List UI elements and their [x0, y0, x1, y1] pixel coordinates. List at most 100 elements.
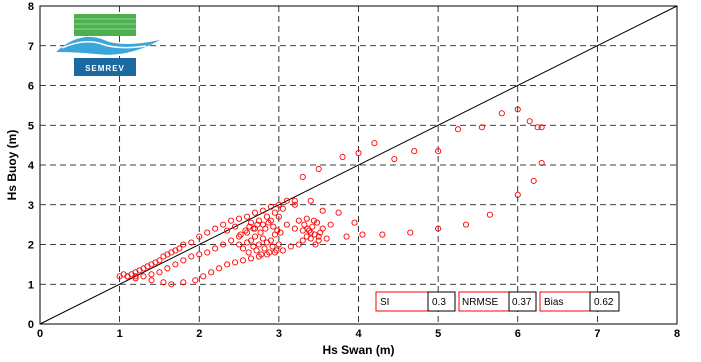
x-tick-label: 7: [594, 328, 600, 340]
data-point: [168, 281, 175, 288]
data-point: [339, 153, 346, 161]
data-point: [254, 221, 261, 228]
stat-nrmse-label: NRMSE: [462, 297, 498, 308]
y-tick-label: 1: [28, 279, 34, 291]
data-point: [303, 215, 310, 222]
data-point: [258, 251, 265, 258]
data-point: [259, 207, 267, 214]
data-point: [262, 225, 269, 232]
data-point: [291, 201, 298, 208]
data-point: [156, 257, 163, 264]
y-tick-label: 5: [28, 120, 34, 132]
data-point: [270, 223, 277, 230]
plot-frame: [39, 5, 678, 325]
data-point: [156, 269, 163, 276]
data-point: [251, 233, 259, 240]
data-point: [180, 279, 187, 286]
data-point: [239, 257, 247, 264]
data-point: [172, 261, 179, 268]
data-point: [435, 225, 442, 232]
data-point: [261, 245, 268, 252]
data-point: [160, 279, 167, 286]
stat-bias-label: Bias: [544, 297, 563, 308]
data-point: [283, 197, 290, 204]
data-point: [538, 159, 545, 167]
y-tick-label: 2: [28, 240, 34, 252]
data-point: [343, 233, 350, 240]
data-point: [498, 110, 505, 117]
x-tick-label: 4: [355, 328, 362, 340]
data-point: [180, 257, 187, 264]
x-tick-label: 0: [37, 328, 43, 340]
data-point: [204, 249, 211, 256]
x-tick-label: 3: [276, 328, 282, 340]
data-point: [242, 227, 249, 234]
data-point: [273, 247, 280, 254]
data-point: [232, 259, 239, 266]
data-point: [204, 229, 211, 236]
y-tick-label: 3: [28, 200, 34, 212]
data-point: [534, 124, 541, 131]
data-point: [526, 118, 533, 125]
data-point: [274, 227, 281, 234]
data-point: [287, 243, 294, 250]
data-point: [306, 227, 313, 234]
data-point: [454, 126, 462, 133]
data-point: [411, 148, 418, 155]
data-point: [279, 247, 286, 254]
data-point: [269, 243, 276, 250]
data-point: [212, 245, 219, 252]
data-point: [275, 201, 282, 208]
grid-lines: [40, 6, 677, 324]
data-point: [275, 213, 282, 220]
data-point: [314, 219, 321, 226]
data-point: [315, 237, 322, 244]
data-point: [180, 241, 187, 248]
data-point: [239, 245, 247, 252]
stat-si-label: SI: [380, 297, 389, 308]
data-point: [530, 177, 537, 184]
data-point: [391, 155, 398, 163]
data-point: [462, 221, 470, 228]
data-point: [435, 148, 442, 155]
logo-text: SEMREV: [85, 64, 125, 73]
data-point: [176, 245, 183, 252]
data-points: [116, 106, 545, 288]
data-point: [310, 217, 317, 224]
stat-nrmse-value: 0.37: [512, 297, 532, 308]
logo-blue-block: [74, 58, 136, 76]
data-point: [277, 229, 284, 236]
data-point: [514, 191, 521, 198]
data-point: [295, 241, 302, 248]
data-point: [148, 277, 155, 284]
data-point: [267, 203, 274, 210]
data-point: [351, 219, 358, 226]
data-point: [323, 235, 330, 242]
data-point: [196, 233, 203, 240]
data-point: [243, 213, 251, 220]
data-point: [243, 229, 251, 236]
data-point: [148, 271, 155, 278]
data-point: [327, 221, 334, 228]
stat-nrmse-value-box: [508, 291, 537, 312]
data-point: [255, 217, 263, 224]
data-point: [237, 231, 244, 238]
data-point: [478, 124, 485, 131]
data-point: [259, 235, 267, 242]
data-point: [250, 225, 257, 232]
identity-line: [39, 5, 678, 325]
data-point: [315, 165, 322, 173]
data-point: [251, 209, 259, 216]
data-point: [307, 197, 314, 204]
data-point: [236, 241, 243, 248]
data-point: [208, 269, 215, 276]
data-point: [220, 241, 227, 248]
data-point: [267, 237, 274, 244]
data-point: [355, 150, 362, 157]
data-point: [200, 273, 207, 280]
data-point: [220, 221, 227, 228]
x-tick-label: 6: [515, 328, 521, 340]
data-point: [299, 227, 306, 234]
tick-labels: 0 1 2 3 4 5 6 7 8 0 1 2 3 4 5 6 7 8: [28, 1, 680, 340]
